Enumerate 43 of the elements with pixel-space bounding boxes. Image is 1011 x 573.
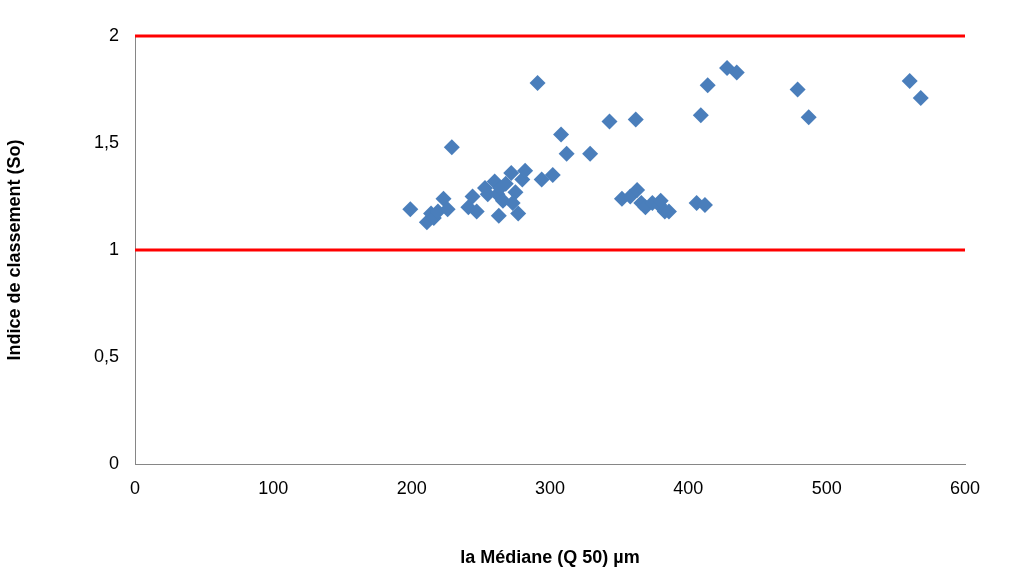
point [468,203,485,220]
x-tick-label: 600 [949,477,981,498]
point [510,205,527,222]
point [435,190,452,207]
point [558,145,575,162]
point [504,194,521,211]
point [529,75,546,92]
x-tick-label: 0 [129,477,141,498]
point [464,188,481,205]
point [503,164,520,181]
point [789,81,806,98]
point [517,162,534,179]
x-tick-label: 100 [258,477,289,498]
point [553,126,570,143]
point [402,201,419,218]
point [533,171,550,188]
y-axis-title: Indice de classement (So) [3,139,24,361]
x-tick-label: 500 [811,477,842,498]
point [544,167,561,184]
x-tick-label: 300 [534,477,566,498]
point [443,139,460,156]
point [901,72,918,89]
point [699,77,716,94]
x-tick-label: 200 [396,477,427,498]
point [912,90,929,107]
point [692,107,709,124]
x-axis-title: la Médiane (Q 50) µm [460,547,640,568]
point [507,184,524,201]
point [627,111,644,128]
point [490,207,507,224]
point [601,113,618,130]
point [800,109,817,126]
y-tick-label: 2 [108,24,119,45]
point [582,145,599,162]
point [629,182,646,199]
y-tick-label: 0 [108,452,119,473]
point [439,201,456,218]
y-tick-label: 0,5 [93,345,119,366]
y-tick-label: 1,5 [93,131,119,152]
point [728,64,745,81]
point [719,60,736,77]
y-tick-label: 1 [108,238,119,259]
x-tick-label: 400 [673,477,704,498]
